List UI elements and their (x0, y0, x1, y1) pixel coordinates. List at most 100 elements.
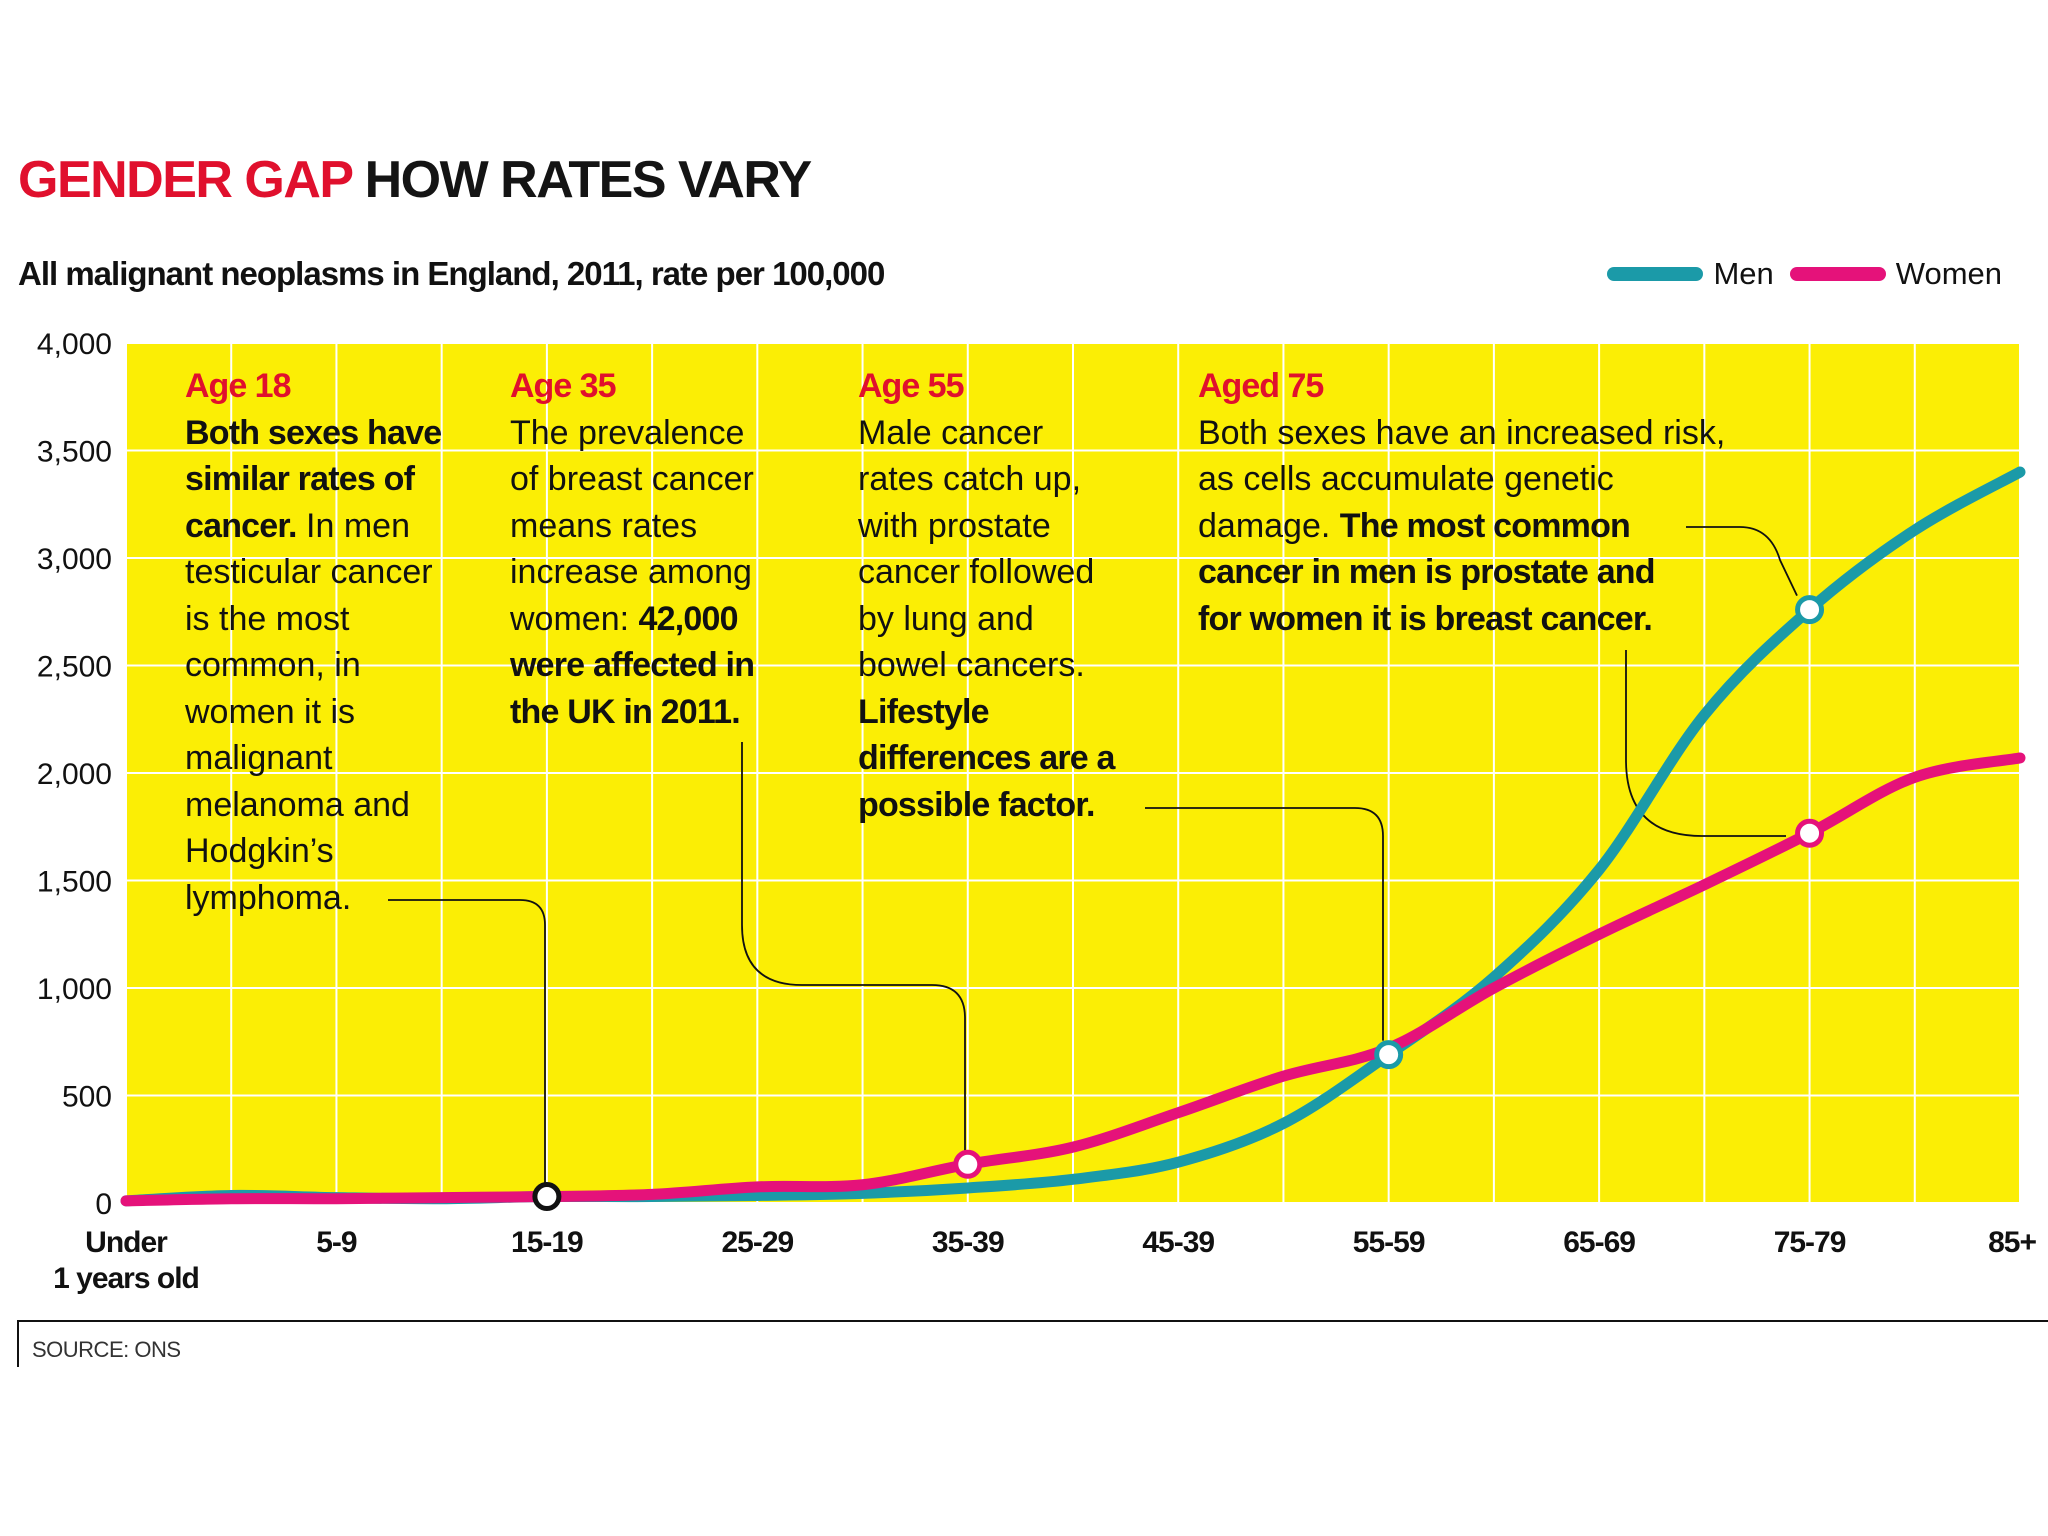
x-tick-label: 75-79 (1774, 1226, 1846, 1259)
y-tick-label: 0 (95, 1188, 112, 1221)
annotation-line: melanoma and (185, 782, 441, 829)
y-tick-label: 500 (62, 1081, 112, 1114)
x-tick-label: 15-19 (511, 1226, 583, 1259)
annotation-line: cancer. In men (185, 503, 441, 550)
annotation-leader-line (741, 742, 966, 1151)
annotation-line: with prostate (858, 503, 1115, 550)
annotation-line: common, in (185, 642, 441, 689)
annotation-text: Hodgkin’s (185, 832, 334, 870)
x-tick-label-line: 25-29 (721, 1226, 793, 1259)
annotation-line: lymphoma. (185, 875, 441, 922)
annotation-text: with prostate (858, 506, 1051, 545)
x-tick-label-line: 55-59 (1353, 1226, 1425, 1259)
annotation-text: rates catch up, (858, 460, 1082, 498)
x-tick-label-line: 15-19 (511, 1226, 583, 1259)
annotation-text: Male cancer (858, 413, 1044, 452)
x-tick-label: 85+ (1988, 1226, 2036, 1259)
annotation-line: the UK in 2011. (510, 689, 754, 736)
legend-swatch-men (1607, 267, 1704, 281)
x-tick-label: 45-39 (1142, 1226, 1214, 1259)
annotation-text: is the most (185, 599, 350, 638)
y-tick-label: 2,000 (37, 758, 112, 791)
annotation-age-35: Age 35 The prevalence of breast cancer mean… (510, 363, 755, 736)
x-tick-label-line: Under (85, 1226, 168, 1259)
annotation-line: means rates (510, 503, 754, 550)
highlight-marker (1795, 595, 1825, 625)
x-tick-label: Under 1 years old (53, 1226, 199, 1295)
series-lines (120, 466, 2026, 1207)
y-tick-label: 1,500 (37, 866, 112, 899)
annotation-line: Both sexes have (185, 410, 442, 457)
annotation-line: rates catch up, (858, 456, 1115, 503)
annotation-text: of breast cancer (510, 460, 754, 498)
annotation-text: common, in (185, 646, 361, 684)
chart-subtitle: All malignant neoplasms in England, 2011… (18, 255, 885, 292)
annotation-text-bold: the UK in 2011. (510, 692, 741, 731)
source-box (17, 1320, 2048, 1367)
title-part-black: HOW RATES VARY (364, 151, 813, 209)
annotation-line: for women it is breast cancer. (1198, 596, 1725, 643)
annotation-text: melanoma and (185, 785, 410, 824)
annotation-text: as cells accumulate genetic (1198, 460, 1614, 498)
y-tick-label: 4,000 (37, 328, 112, 361)
x-tick-label: 55-59 (1353, 1226, 1425, 1259)
annotation-text-bold: for women it is breast cancer. (1198, 599, 1653, 638)
annotation-text-bold: Lifestyle (858, 692, 990, 731)
y-axis-ticks: 0 500 1,000 1,500 2,000 2,500 3,000 3,500 4,000 (37, 328, 112, 1221)
annotation-text: women it is (185, 692, 356, 731)
x-tick-label-line: 75-79 (1774, 1226, 1846, 1259)
annotation-line: malignant (185, 735, 441, 782)
annotation-heading: Age 35 (510, 367, 617, 405)
x-tick-label: 5-9 (316, 1226, 357, 1259)
annotation-line: Hodgkin’s (185, 828, 441, 875)
annotation-line: is the most (185, 596, 441, 643)
annotation-line: as cells accumulate genetic (1198, 456, 1725, 503)
legend-item-men: Men (1607, 256, 1774, 292)
chart-title: GENDER GAP HOW RATES VARY (18, 150, 813, 210)
annotation-line: possible factor. (858, 782, 1115, 829)
legend-label-men: Men (1713, 256, 1774, 291)
x-tick-label-line: 45-39 (1142, 1226, 1214, 1259)
annotation-leader-line (1625, 650, 1786, 837)
annotation-text-bold: similar rates of (185, 460, 415, 498)
x-tick-label-line: 85+ (1988, 1226, 2036, 1259)
annotation-line: by lung and (858, 596, 1115, 643)
annotation-line: similar rates of (185, 456, 441, 503)
annotation-aged-75: Aged 75 Both sexes have an increased risk… (1198, 363, 1725, 642)
annotation-line: cancer in men is prostate and (1198, 549, 1725, 596)
legend-item-women: Women (1789, 256, 2002, 292)
annotation-line: testicular cancer (185, 549, 441, 596)
annotation-text-bold: possible factor. (858, 785, 1095, 824)
annotation-line: differences are a (858, 735, 1115, 782)
x-tick-label-line: 5-9 (316, 1226, 357, 1259)
annotation-text-bold: Both sexes have (185, 413, 442, 452)
y-tick-label: 2,500 (37, 651, 112, 684)
annotation-leaders (388, 526, 1798, 1183)
annotation-leader-line (388, 899, 546, 1183)
annotation-age-55: Age 55 Male cancer rates catch up, with pro… (858, 363, 1115, 828)
legend-label-women: Women (1895, 256, 2002, 291)
annotation-heading: Age 18 (185, 367, 292, 405)
annotation-text-bold: cancer. (185, 506, 297, 545)
annotation-line: were affected in (510, 642, 755, 689)
annotation-text: lymphoma. (185, 878, 352, 917)
annotation-line: increase among (510, 549, 754, 596)
annotation-line: women it is (185, 689, 441, 736)
annotation-line: cancer followed (858, 549, 1115, 596)
annotation-text: Both sexes have an increased risk, (1198, 413, 1726, 452)
annotation-heading: Aged 75 (1198, 367, 1324, 405)
highlight-marker (1374, 1040, 1404, 1070)
x-tick-label-line: 1 years old (53, 1262, 199, 1295)
annotation-text-bold: differences are a (858, 739, 1115, 777)
x-axis-ticks: Under 1 years old 5-9 15-19 25-29 35-39 45-39 5… (53, 1226, 2037, 1295)
annotation-line: The prevalence (510, 410, 754, 457)
x-tick-label-line: 35-39 (932, 1226, 1004, 1259)
y-tick-label: 3,000 (37, 543, 112, 576)
annotation-line: Both sexes have an increased risk, (1198, 410, 1725, 457)
annotation-text: malignant (185, 739, 333, 777)
y-tick-label: 3,500 (37, 436, 112, 469)
annotation-text: women: (510, 599, 639, 638)
title-part-red: GENDER GAP (18, 151, 353, 209)
annotation-text: by lung and (858, 599, 1034, 638)
